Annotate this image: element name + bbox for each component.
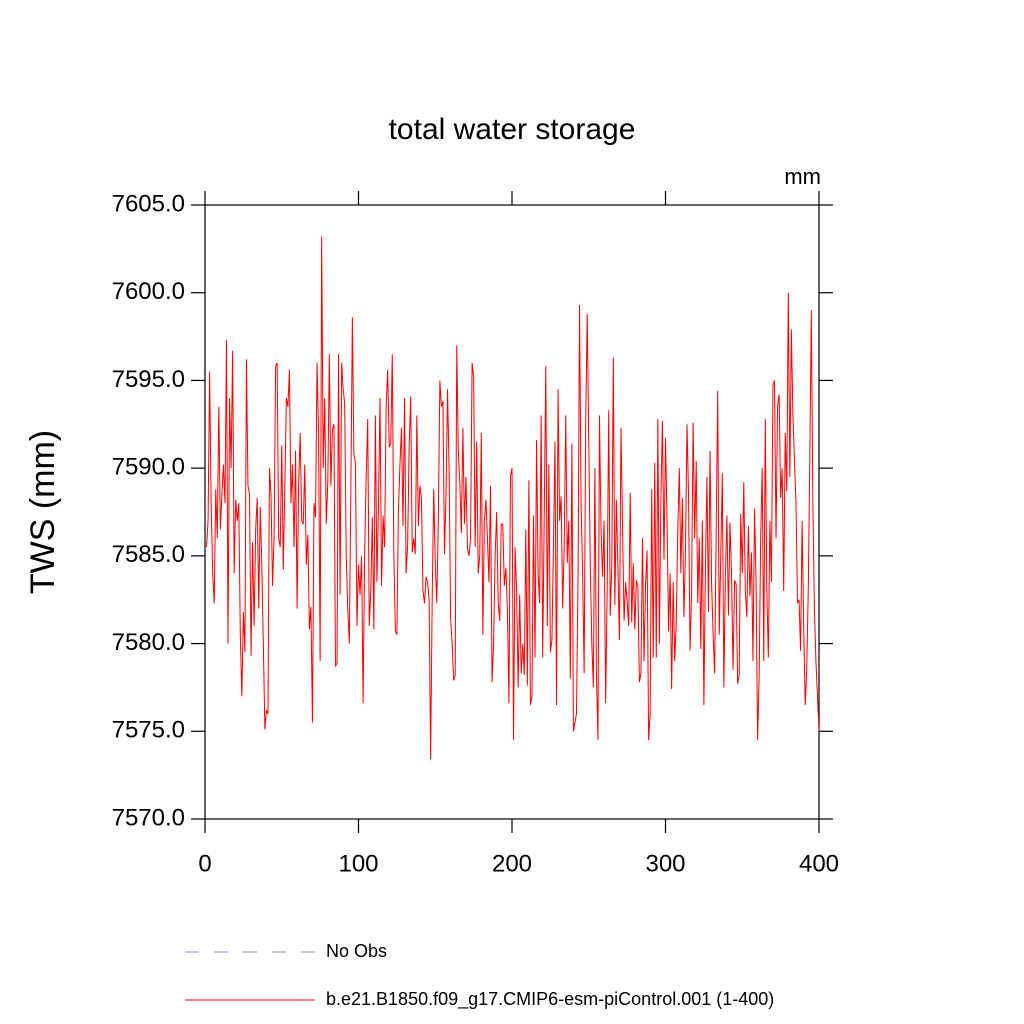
x-tick-label: 400	[799, 850, 839, 877]
y-tick-label: 7590.0	[112, 453, 185, 480]
y-tick-label: 7575.0	[112, 717, 185, 744]
legend-label: b.e21.B1850.f09_g17.CMIP6-esm-piControl.…	[326, 989, 774, 1010]
x-tick-label: 300	[645, 850, 685, 877]
y-axis-label: TWS (mm)	[24, 430, 62, 594]
chart-title: total water storage	[389, 113, 636, 146]
y-tick-label: 7570.0	[112, 804, 185, 831]
y-tick-label: 7580.0	[112, 629, 185, 656]
x-tick-label: 200	[492, 850, 532, 877]
legend-label: No Obs	[326, 941, 387, 961]
y-tick-label: 7585.0	[112, 541, 185, 568]
y-tick-label: 7600.0	[112, 278, 185, 305]
data-line	[206, 236, 820, 760]
y-tick-label: 7595.0	[112, 366, 185, 393]
x-tick-label: 0	[198, 850, 211, 877]
y-tick-label: 7605.0	[112, 190, 185, 217]
x-tick-label: 100	[338, 850, 378, 877]
units-label: mm	[784, 164, 821, 189]
